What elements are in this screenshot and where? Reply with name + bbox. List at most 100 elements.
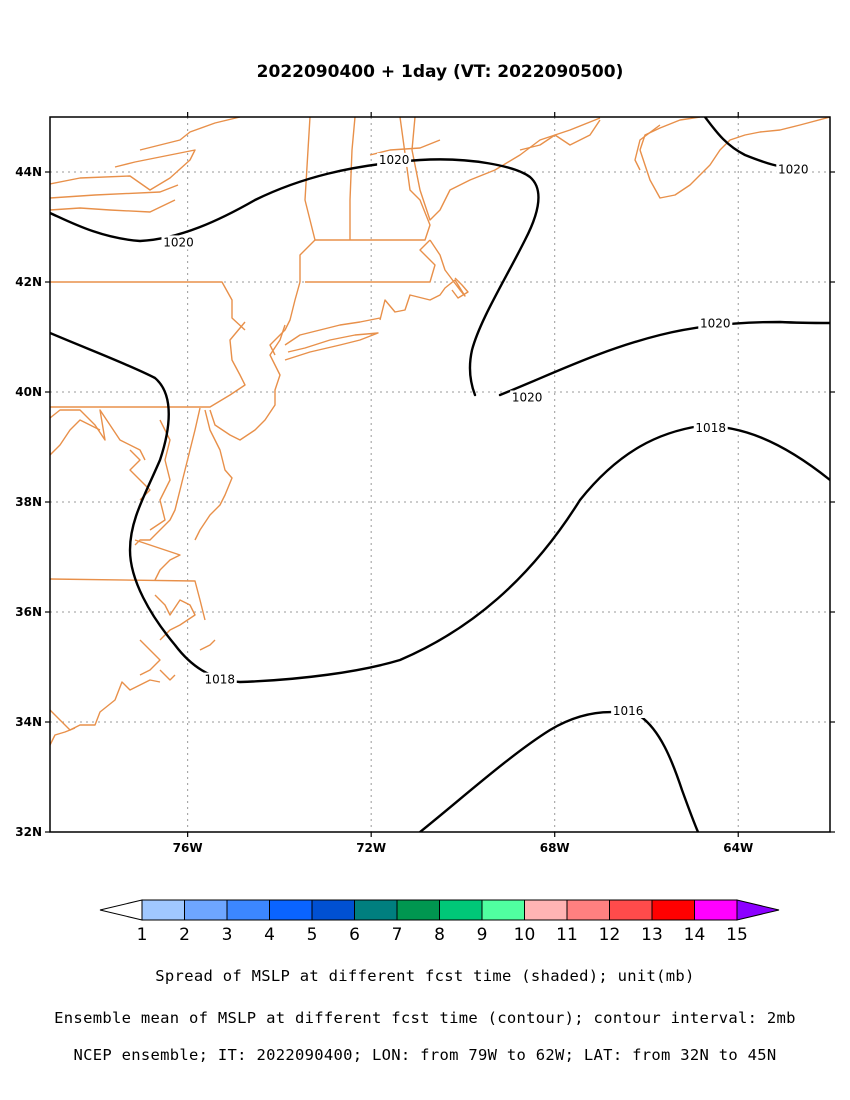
coast-sc-2 [50, 727, 76, 746]
contour-1016 [418, 710, 700, 832]
colorbar-label: 12 [599, 925, 621, 945]
figure-title: 2022090400 + 1day (VT: 2022090500) [257, 62, 624, 82]
border-ct-ma [305, 239, 436, 283]
contour-label-bg [693, 420, 728, 435]
colorbar-label: 4 [264, 925, 275, 945]
border-va-nc [50, 578, 206, 621]
colorbar-label: 6 [349, 925, 360, 945]
colorbar-cell [269, 899, 313, 921]
colorbar-label: 11 [556, 925, 578, 945]
colorbar-cell [184, 899, 228, 921]
colorbar-label: 7 [392, 925, 403, 945]
contour-1020-north [50, 158, 540, 397]
colorbar-label: 8 [434, 925, 445, 945]
colorbar-label: 13 [641, 925, 663, 945]
colorbar-label: 5 [307, 925, 318, 945]
contour-label: 1020 [379, 153, 410, 167]
colorbar: 1 2 3 4 5 6 7 8 9 10 11 12 13 14 15 [99, 899, 780, 945]
coast-nc-2 [139, 639, 161, 676]
contour-label: 1020 [512, 391, 543, 405]
lat-tick-label: 42N [15, 275, 42, 289]
coast-quebec [139, 117, 241, 151]
coast-nc [154, 594, 196, 641]
coast-nc-4 [159, 669, 176, 681]
contour-label: 1020 [700, 316, 731, 330]
colorbar-label: 14 [684, 925, 706, 945]
colorbar-label: 9 [477, 925, 488, 945]
lat-tick-label: 32N [15, 825, 42, 839]
lat-tick-label: 36N [15, 605, 42, 619]
border-vt [299, 117, 316, 282]
lat-tick-label: 38N [15, 495, 42, 509]
contour-label-bg [161, 235, 196, 250]
colorbar-cell [439, 899, 483, 921]
pressure-contours [50, 117, 830, 832]
coast-nova-scotia [639, 117, 701, 151]
colorbar-cell [694, 899, 738, 921]
lon-tick-label: 72W [356, 841, 386, 855]
contour-label-bg [776, 162, 811, 177]
contour-label: 1020 [163, 235, 194, 249]
coast-va-2 [129, 449, 151, 501]
border-ny-pa [50, 281, 246, 331]
coast-cape-cod [451, 277, 469, 299]
caption-source: NCEP ensemble; IT: 2022090400; LON: from… [73, 1046, 777, 1064]
contour-labels: 1020 1020 1020 1020 1020 1018 1018 1016 [161, 152, 811, 718]
coast-md [50, 409, 146, 461]
coast-maine-2 [369, 139, 441, 156]
colorbar-cell [354, 899, 398, 921]
coast-chesapeake [134, 407, 201, 546]
contour-label-bg [698, 316, 733, 331]
lat-tick-label: 34N [15, 715, 42, 729]
coast-va [50, 419, 101, 456]
lon-tick-label: 68W [540, 841, 570, 855]
contour-label: 1018 [695, 421, 726, 435]
lat-tick-label: 40N [15, 385, 42, 399]
colorbar-label: 1 [137, 925, 148, 945]
axis-ticks: 76W 72W 68W 64W 44N 42N 40N 38N 36N 34N 32N [15, 112, 835, 855]
coast-long-island [284, 332, 379, 361]
coast-delaware [194, 409, 233, 541]
colorbar-label: 10 [514, 925, 536, 945]
lon-tick-label: 76W [173, 841, 203, 855]
colorbar-cell [524, 899, 568, 921]
map-frame [49, 116, 831, 833]
colorbar-low-triangle [99, 899, 143, 921]
coast-maine [411, 117, 601, 221]
lon-tick-label: 64W [723, 841, 753, 855]
coastlines [50, 117, 830, 746]
coast-nova-scotia-3 [634, 124, 661, 171]
lat-tick-label: 44N [15, 165, 42, 179]
caption-spread: Spread of MSLP at different fcst time (s… [155, 967, 695, 985]
border-pa-md [50, 321, 246, 408]
colorbar-cell [141, 899, 185, 921]
colorbar-high-triangle [736, 899, 780, 921]
border-me [315, 117, 431, 241]
contour-label-bg [202, 672, 237, 687]
contour-label: 1016 [613, 704, 644, 718]
contour-1018 [50, 331, 830, 684]
coast-maine-3 [519, 119, 601, 151]
colorbar-cell [396, 899, 440, 921]
coast-lake-ontario [50, 199, 176, 213]
border-nj-ny [269, 281, 301, 356]
coast-nc-sound [134, 539, 181, 581]
colorbar-label: 15 [726, 925, 748, 945]
contour-1020-east [498, 320, 830, 397]
coast-ma [379, 239, 466, 321]
coast-ontario [50, 149, 196, 191]
grid-lines [50, 117, 830, 832]
coast-lake-ontario-north [50, 184, 179, 199]
contour-label-bg [377, 152, 412, 167]
caption-ensemble-mean: Ensemble mean of MSLP at different fcst … [54, 1009, 796, 1027]
colorbar-label: 2 [179, 925, 190, 945]
colorbar-cell [566, 899, 610, 921]
contour-label-bg [510, 390, 545, 405]
colorbar-cell [651, 899, 695, 921]
coast-nova-scotia-2 [639, 117, 830, 199]
colorbar-cell [609, 899, 653, 921]
colorbar-label: 3 [222, 925, 233, 945]
contour-label: 1018 [204, 673, 235, 687]
colorbar-cell [311, 899, 355, 921]
